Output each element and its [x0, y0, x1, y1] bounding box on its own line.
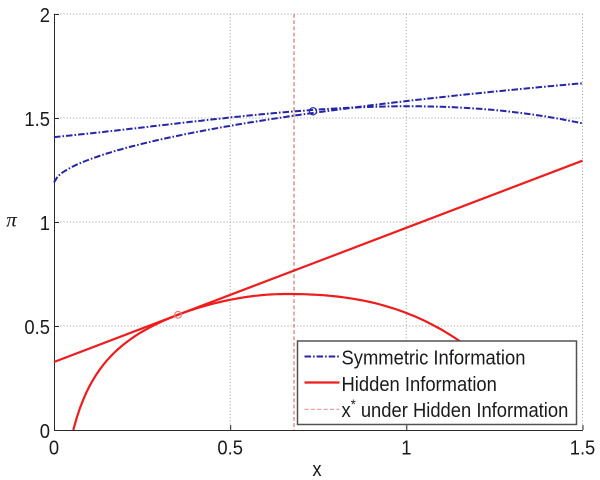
svg-text:0: 0 — [40, 421, 50, 443]
svg-text:1.5: 1.5 — [570, 438, 596, 460]
svg-text:0: 0 — [49, 438, 59, 460]
svg-text:2: 2 — [40, 5, 50, 27]
svg-text:0.5: 0.5 — [24, 317, 50, 339]
svg-text:Hidden Information: Hidden Information — [342, 374, 497, 396]
svg-text:1: 1 — [40, 213, 50, 235]
svg-text:x* under Hidden Information: x* under Hidden Information — [342, 397, 569, 423]
svg-text:1.5: 1.5 — [24, 109, 50, 131]
svg-text:Symmetric Information: Symmetric Information — [342, 348, 526, 370]
svg-text:π: π — [6, 208, 17, 232]
svg-text:1: 1 — [401, 438, 411, 460]
svg-text:x: x — [312, 459, 322, 480]
svg-text:0.5: 0.5 — [217, 438, 243, 460]
